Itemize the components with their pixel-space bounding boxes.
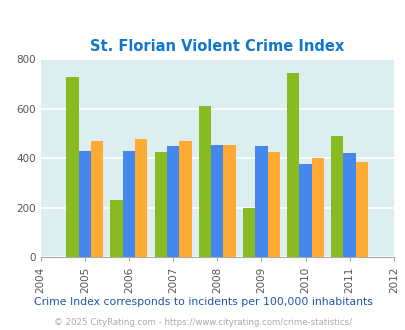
Bar xyxy=(298,164,311,257)
Text: © 2025 CityRating.com - https://www.cityrating.com/crime-statistics/: © 2025 CityRating.com - https://www.city… xyxy=(54,318,351,327)
Bar xyxy=(179,141,191,257)
Title: St. Florian Violent Crime Index: St. Florian Violent Crime Index xyxy=(90,39,343,54)
Bar xyxy=(255,146,267,257)
Bar xyxy=(267,152,279,257)
Bar xyxy=(242,208,255,257)
Bar xyxy=(122,151,135,257)
Bar xyxy=(343,153,355,257)
Bar xyxy=(166,146,179,257)
Bar xyxy=(198,106,211,257)
Text: Crime Index corresponds to incidents per 100,000 inhabitants: Crime Index corresponds to incidents per… xyxy=(34,297,371,307)
Bar xyxy=(110,201,122,257)
Bar xyxy=(66,77,79,257)
Bar xyxy=(355,162,367,257)
Bar xyxy=(154,152,166,257)
Bar xyxy=(311,158,323,257)
Bar xyxy=(286,73,298,257)
Bar xyxy=(223,145,235,257)
Bar xyxy=(79,151,91,257)
Bar xyxy=(211,145,223,257)
Bar xyxy=(330,136,343,257)
Bar xyxy=(91,141,103,257)
Bar xyxy=(135,139,147,257)
